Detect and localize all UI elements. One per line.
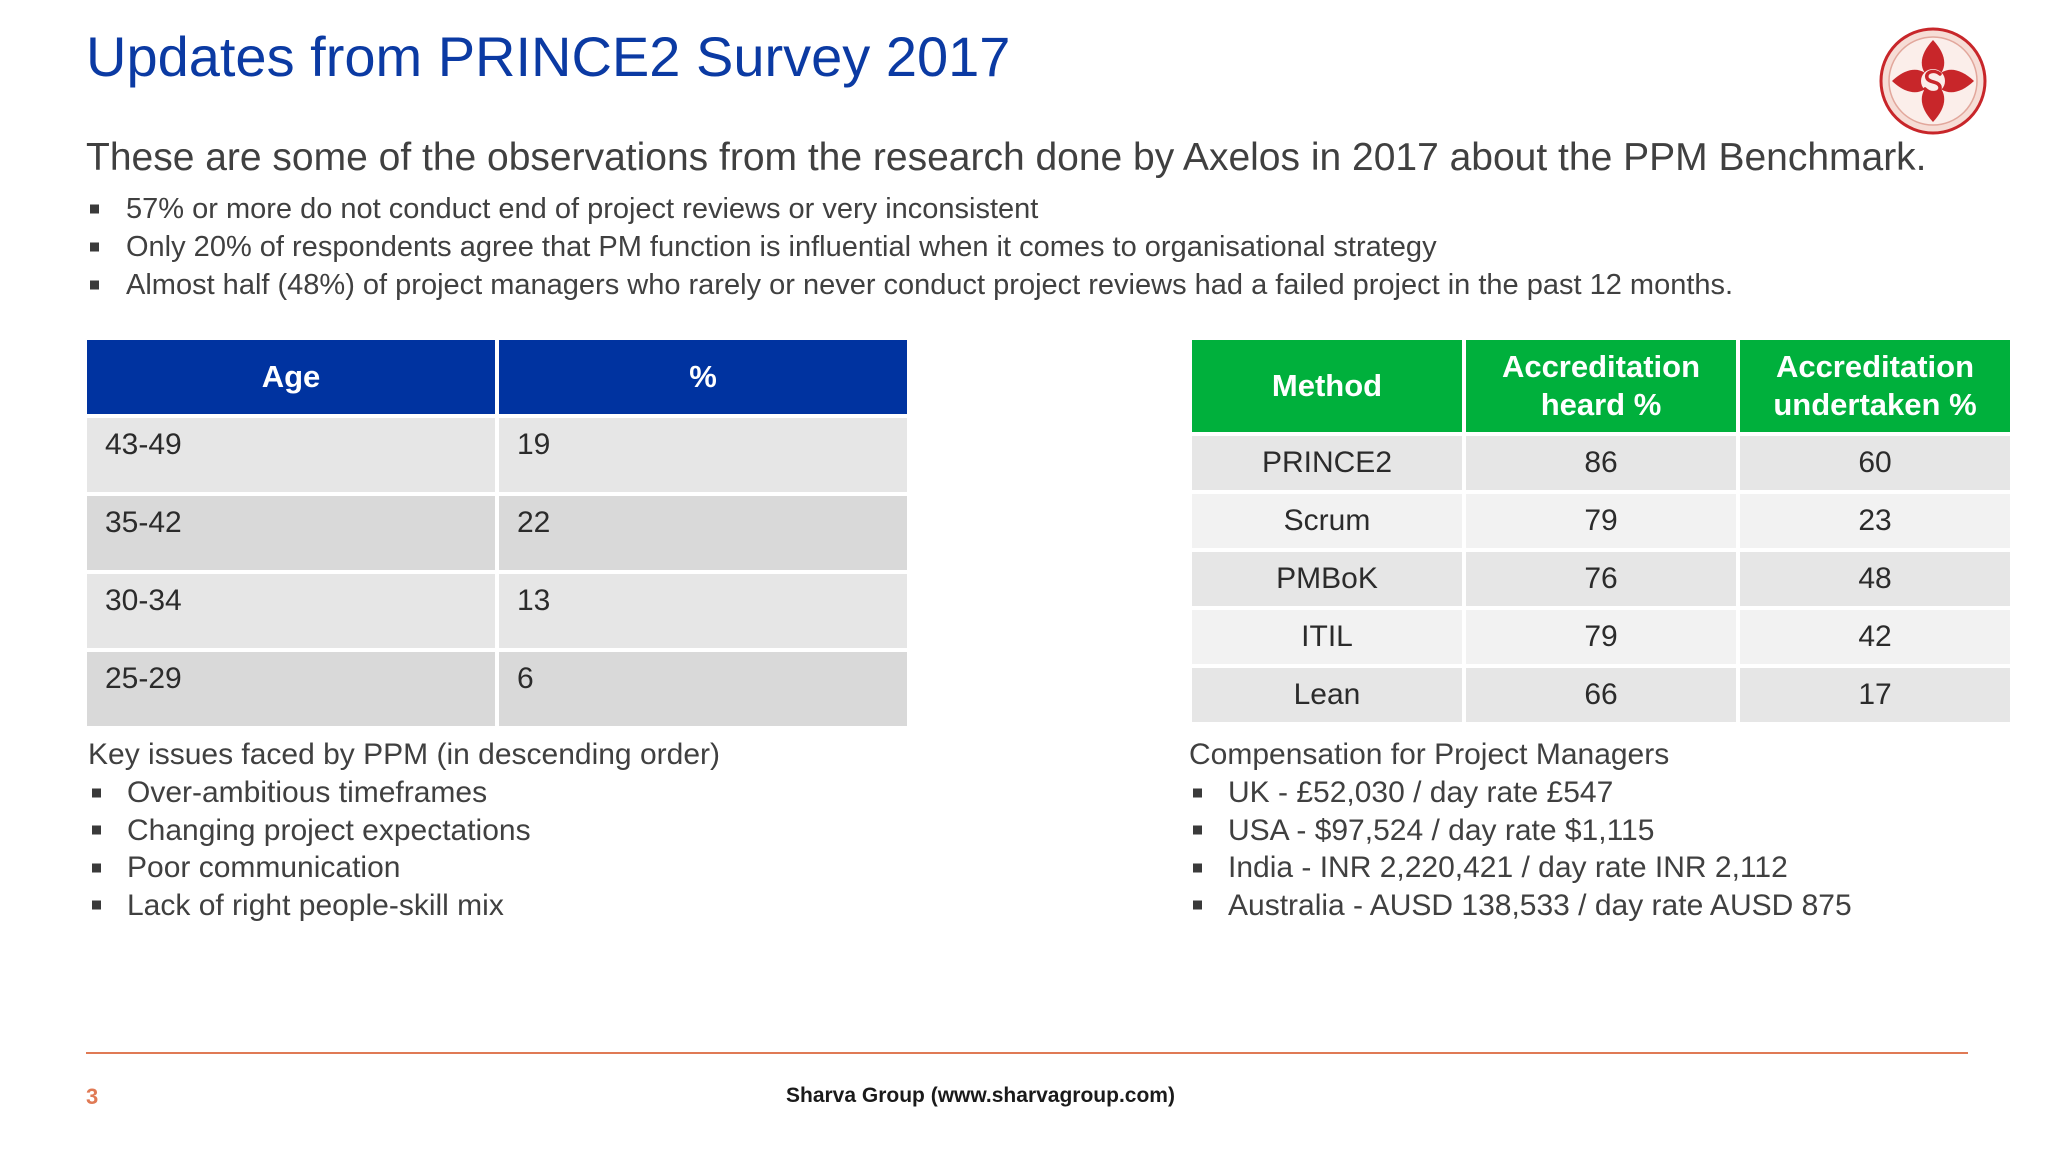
table-cell: 6 bbox=[499, 652, 907, 726]
bullet-square-icon bbox=[1193, 863, 1202, 873]
table-cell: 79 bbox=[1466, 494, 1736, 548]
table-cell: 19 bbox=[499, 418, 907, 492]
list-item: Almost half (48%) of project managers wh… bbox=[86, 266, 1733, 304]
sharva-logo-icon bbox=[1879, 27, 1987, 135]
slide-title: Updates from PRINCE2 Survey 2017 bbox=[86, 25, 1011, 88]
table-header-row: Method Accreditation heard % Accreditati… bbox=[1192, 340, 2010, 432]
table-cell: Scrum bbox=[1192, 494, 1462, 548]
table-cell: 13 bbox=[499, 574, 907, 648]
issues-list: Over-ambitious timeframes Changing proje… bbox=[88, 774, 531, 924]
list-item: Lack of right people-skill mix bbox=[88, 887, 531, 925]
table-cell: Lean bbox=[1192, 668, 1462, 722]
table-cell: 42 bbox=[1740, 610, 2010, 664]
table-row: 30-34 13 bbox=[87, 574, 907, 648]
footer-divider bbox=[86, 1052, 1968, 1054]
table-row: 43-49 19 bbox=[87, 418, 907, 492]
bullet-square-icon bbox=[1193, 788, 1202, 798]
list-item: Changing project expectations bbox=[88, 812, 531, 850]
list-item: Poor communication bbox=[88, 849, 531, 887]
table-cell: 48 bbox=[1740, 552, 2010, 606]
table-cell: 79 bbox=[1466, 610, 1736, 664]
table-cell: 22 bbox=[499, 496, 907, 570]
table-cell: 23 bbox=[1740, 494, 2010, 548]
list-item: India - INR 2,220,421 / day rate INR 2,1… bbox=[1189, 849, 1852, 887]
list-item: Over-ambitious timeframes bbox=[88, 774, 531, 812]
header-accreditation-undertaken: Accreditation undertaken % bbox=[1740, 340, 2010, 432]
table-row: 25-29 6 bbox=[87, 652, 907, 726]
list-item: USA - $97,524 / day rate $1,115 bbox=[1189, 812, 1852, 850]
list-item: UK - £52,030 / day rate £547 bbox=[1189, 774, 1852, 812]
table-header-row: Age % bbox=[87, 340, 907, 414]
table-cell: ITIL bbox=[1192, 610, 1462, 664]
bullet-square-icon bbox=[1193, 900, 1202, 910]
table-cell: 25-29 bbox=[87, 652, 495, 726]
compensation-list: UK - £52,030 / day rate £547 USA - $97,5… bbox=[1189, 774, 1852, 924]
table-cell: 43-49 bbox=[87, 418, 495, 492]
bullet-square-icon bbox=[92, 863, 101, 873]
issues-heading: Key issues faced by PPM (in descending o… bbox=[88, 738, 720, 771]
table-cell: 30-34 bbox=[87, 574, 495, 648]
intro-text: These are some of the observations from … bbox=[86, 136, 1927, 179]
bullet-square-icon bbox=[90, 280, 99, 290]
table-row: Lean 66 17 bbox=[1192, 668, 2010, 722]
page-number: 3 bbox=[86, 1084, 99, 1109]
table-cell: PMBoK bbox=[1192, 552, 1462, 606]
table-row: PMBoK 76 48 bbox=[1192, 552, 2010, 606]
compensation-heading: Compensation for Project Managers bbox=[1189, 738, 1670, 771]
table-cell: 60 bbox=[1740, 436, 2010, 490]
bullet-square-icon bbox=[92, 825, 101, 835]
bullet-square-icon bbox=[90, 204, 99, 214]
table-cell: 76 bbox=[1466, 552, 1736, 606]
footer-text: Sharva Group (www.sharvagroup.com) bbox=[786, 1084, 1175, 1107]
bullet-square-icon bbox=[1193, 825, 1202, 835]
table-cell: 66 bbox=[1466, 668, 1736, 722]
table-row: 35-42 22 bbox=[87, 496, 907, 570]
list-item: Australia - AUSD 138,533 / day rate AUSD… bbox=[1189, 887, 1852, 925]
table-row: ITIL 79 42 bbox=[1192, 610, 2010, 664]
age-table: Age % 43-49 19 35-42 22 30-34 13 25-29 6 bbox=[83, 336, 911, 730]
table-cell: 86 bbox=[1466, 436, 1736, 490]
method-table: Method Accreditation heard % Accreditati… bbox=[1188, 336, 2014, 726]
list-item: 57% or more do not conduct end of projec… bbox=[86, 190, 1733, 228]
header-accreditation-heard: Accreditation heard % bbox=[1466, 340, 1736, 432]
table-row: PRINCE2 86 60 bbox=[1192, 436, 2010, 490]
bullet-square-icon bbox=[90, 242, 99, 252]
bullet-square-icon bbox=[92, 788, 101, 798]
table-cell: 17 bbox=[1740, 668, 2010, 722]
table-cell: 35-42 bbox=[87, 496, 495, 570]
bullet-square-icon bbox=[92, 900, 101, 910]
header-method: Method bbox=[1192, 340, 1462, 432]
table-row: Scrum 79 23 bbox=[1192, 494, 2010, 548]
table-cell: PRINCE2 bbox=[1192, 436, 1462, 490]
observations-list: 57% or more do not conduct end of projec… bbox=[86, 190, 1733, 304]
list-item: Only 20% of respondents agree that PM fu… bbox=[86, 228, 1733, 266]
header-age: Age bbox=[87, 340, 495, 414]
header-percent: % bbox=[499, 340, 907, 414]
